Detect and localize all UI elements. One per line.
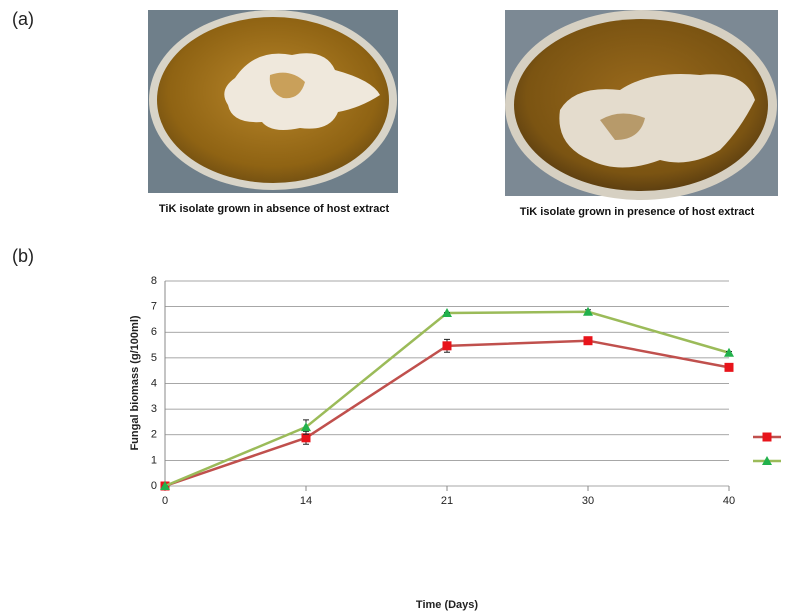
x-axis-title: Time (Days) — [416, 599, 478, 611]
photo — [505, 10, 778, 200]
photo — [148, 10, 398, 193]
data-point — [725, 363, 734, 372]
data-point — [584, 336, 593, 345]
y-tick-label: 6 — [151, 326, 157, 338]
x-tick-label: 30 — [582, 495, 594, 507]
x-tick-label: 21 — [441, 495, 453, 507]
y-tick-label: 0 — [151, 480, 157, 492]
figure: (a) (b) TiK isolate grown in absence of … — [0, 0, 803, 615]
y-axis-title: Fungal biomass (g/100ml) — [129, 315, 141, 450]
y-tick-label: 2 — [151, 429, 157, 441]
series-line — [165, 312, 729, 486]
panel-label: (a) — [12, 9, 34, 29]
y-tick-label: 3 — [151, 403, 157, 415]
x-tick-label: 40 — [723, 495, 735, 507]
y-tick-label: 5 — [151, 352, 157, 364]
y-tick-label: 1 — [151, 454, 157, 466]
y-tick-label: 4 — [151, 377, 157, 389]
x-tick-label: 0 — [162, 495, 168, 507]
panel-label: (b) — [12, 246, 34, 266]
photo-caption: TiK isolate grown in presence of host ex… — [520, 206, 755, 218]
series-line — [165, 341, 729, 486]
data-point — [443, 341, 452, 350]
x-tick-label: 14 — [300, 495, 312, 507]
y-tick-label: 7 — [151, 301, 157, 313]
legend-marker — [763, 433, 772, 442]
y-tick-label: 8 — [151, 275, 157, 287]
photo-caption: TiK isolate grown in absence of host ext… — [159, 203, 390, 215]
